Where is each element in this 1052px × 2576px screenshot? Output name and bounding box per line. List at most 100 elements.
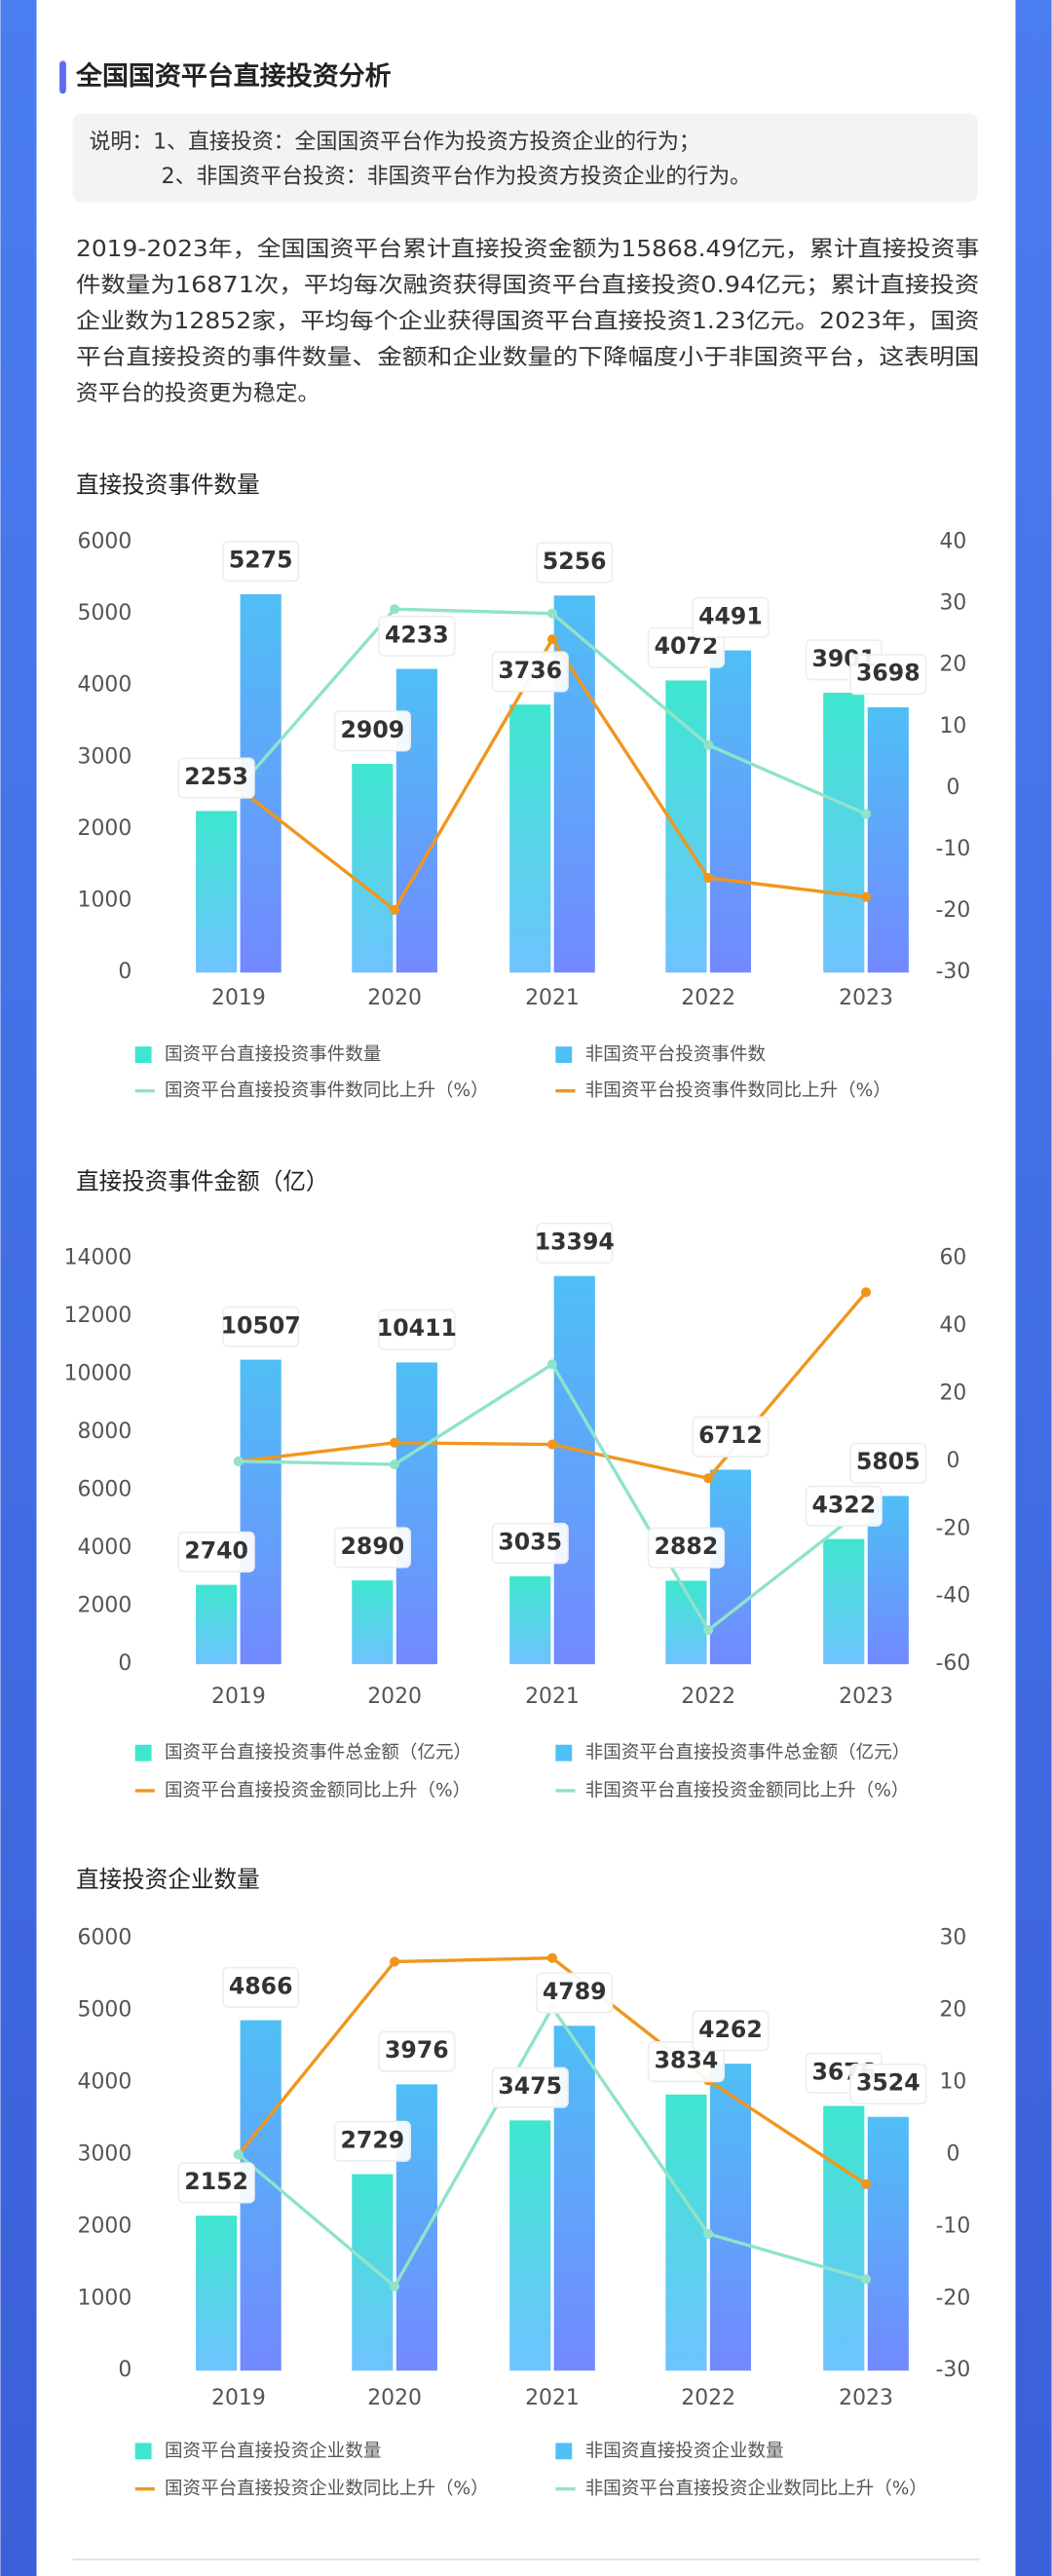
- y2-tick-label: 20: [939, 1998, 966, 2023]
- bar: [867, 2116, 909, 2371]
- y-tick-label: 2000: [78, 2214, 132, 2238]
- value-label-box: [177, 757, 255, 799]
- value-label: 10411: [377, 1314, 457, 1342]
- bar: [352, 2174, 394, 2371]
- x-tick-label: 2023: [839, 986, 893, 1010]
- line-point: [860, 809, 872, 819]
- value-label-box: [222, 1966, 300, 2008]
- bar: [867, 706, 909, 973]
- line-point: [390, 1458, 400, 1470]
- x-tick-label: 2020: [367, 2386, 422, 2410]
- y-tick-label: 0: [118, 1651, 132, 1676]
- value-label-box: [849, 1442, 927, 1484]
- line-point: [390, 604, 400, 615]
- value-label: 2253: [184, 763, 248, 790]
- y2-tick-label: 30: [939, 591, 966, 616]
- x-tick-label: 2022: [681, 986, 735, 1010]
- value-label-box: [647, 2041, 726, 2083]
- legend-label: 国资平台直接投资企业数量: [165, 2441, 381, 2461]
- line-point: [860, 2178, 872, 2189]
- value-label: 3736: [498, 657, 562, 684]
- value-label: 2882: [655, 1533, 719, 1560]
- legend-swatch: [134, 1744, 152, 1762]
- y2-tick-label: -20: [936, 2286, 971, 2310]
- chart-title: 直接投资事件金额（亿）: [76, 1168, 329, 1195]
- line-point: [546, 1359, 558, 1370]
- line-point: [546, 608, 558, 619]
- legend-label: 非国资直接投资企业数量: [585, 2441, 784, 2461]
- bar: [665, 680, 707, 973]
- y-tick-label: 6000: [78, 529, 132, 553]
- x-tick-label: 2023: [839, 1685, 893, 1709]
- y-tick-label: 5000: [78, 1998, 132, 2023]
- value-label: 2890: [341, 1533, 405, 1560]
- x-tick-label: 2019: [211, 986, 266, 1010]
- value-label-box: [536, 1972, 614, 2014]
- bar: [823, 693, 865, 973]
- bar: [553, 1275, 595, 1665]
- y-tick-label: 2000: [78, 816, 132, 841]
- y-tick-label: 14000: [64, 1246, 132, 1270]
- legend-label: 非国资平台投资事件数: [585, 1044, 766, 1065]
- bar: [196, 811, 238, 973]
- bar: [196, 1584, 238, 1665]
- y-tick-label: 1000: [78, 2286, 132, 2310]
- value-label: 3698: [856, 660, 920, 687]
- value-label: 4866: [229, 1972, 293, 1999]
- value-label-box: [805, 1485, 883, 1527]
- bar: [509, 704, 551, 973]
- y-tick-label: 2000: [78, 1594, 132, 1618]
- value-label-box: [378, 2030, 456, 2072]
- note-line: 说明：1、直接投资：全国国资平台作为投资方投资企业的行为；: [89, 131, 699, 155]
- y-tick-label: 6000: [78, 1926, 132, 1951]
- x-tick-label: 2021: [525, 2386, 580, 2410]
- x-tick-label: 2023: [839, 2386, 893, 2410]
- x-tick-label: 2019: [211, 2386, 266, 2410]
- x-tick-label: 2022: [681, 2386, 735, 2410]
- x-tick-label: 2021: [525, 1685, 580, 1709]
- value-label-box: [491, 651, 569, 693]
- title-accent: [59, 60, 66, 95]
- x-tick-label: 2019: [211, 1685, 266, 1709]
- y2-tick-label: 20: [939, 1381, 966, 1405]
- y-tick-label: 12000: [64, 1304, 132, 1328]
- note-line: 2、非国资平台投资：非国资平台作为投资方投资企业的行为。: [162, 165, 751, 189]
- side-strip: [0, 0, 37, 2576]
- value-label-box: [177, 1531, 255, 1572]
- line-point: [390, 1437, 400, 1448]
- y2-tick-label: -20: [936, 898, 971, 923]
- legend-label: 国资平台直接投资金额同比上升（%）: [165, 1780, 470, 1800]
- line-point: [390, 904, 400, 915]
- bar: [509, 1575, 551, 1665]
- legend-label: 非国资平台直接投资事件总金额（亿元）: [585, 1743, 911, 1763]
- legend-label: 国资平台直接投资企业数同比上升（%）: [165, 2479, 489, 2499]
- bar: [709, 2064, 752, 2371]
- y-tick-label: 5000: [78, 601, 132, 625]
- side-strip: [1015, 0, 1052, 2576]
- value-label-box: [647, 1527, 726, 1569]
- y2-tick-label: 0: [946, 2141, 959, 2166]
- value-label-box: [333, 2120, 411, 2162]
- line-point: [546, 634, 558, 645]
- bar: [395, 1362, 437, 1665]
- legend-label: 非国资平台直接投资金额同比上升（%）: [585, 1780, 910, 1800]
- y2-tick-label: 10: [939, 2070, 966, 2095]
- bar: [509, 2120, 551, 2371]
- y2-tick-label: -60: [936, 1651, 971, 1676]
- value-label-box: [177, 2162, 255, 2204]
- value-label-box: [222, 541, 300, 583]
- y2-tick-label: 10: [939, 714, 966, 739]
- page-title: 全国国资平台直接投资分析: [75, 60, 392, 92]
- line-point: [703, 1473, 714, 1484]
- value-label-box: [491, 1523, 569, 1565]
- line-point: [860, 1287, 872, 1298]
- line-point: [860, 2274, 872, 2285]
- y2-tick-label: -30: [936, 960, 971, 984]
- line-point: [390, 2281, 400, 2292]
- value-label-box: [491, 2066, 569, 2108]
- paragraph-line: 件数量为16871次，平均每次融资获得国资平台直接投资0.94亿元；累计直接投资: [76, 273, 979, 298]
- y2-tick-label: 20: [939, 653, 966, 677]
- y-tick-label: 0: [118, 2358, 132, 2382]
- y2-tick-label: -20: [936, 1516, 971, 1540]
- y-tick-label: 3000: [78, 744, 132, 769]
